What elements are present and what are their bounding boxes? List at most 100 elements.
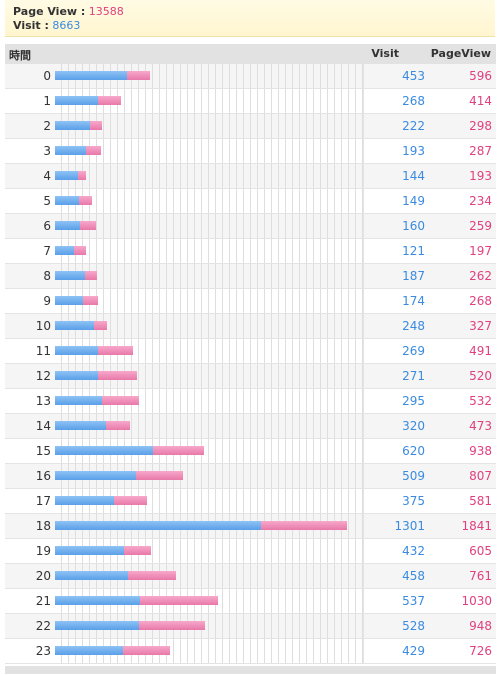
table-row: 20 458 761: [5, 564, 496, 589]
bar-track: [55, 539, 363, 563]
bar-track: [55, 439, 363, 463]
pageview-value: 268: [469, 294, 492, 308]
pageview-value: 532: [469, 394, 492, 408]
header-pageview: PageView: [430, 47, 491, 60]
bar-track: [55, 414, 363, 438]
visit-summary-label: Visit :: [13, 19, 49, 32]
bar-track: [55, 564, 363, 588]
pageview-summary-value: 13588: [88, 5, 124, 18]
column-divider: [363, 214, 364, 238]
visit-value: 160: [402, 219, 425, 233]
pageview-value: 938: [469, 444, 492, 458]
pageview-value: 298: [469, 119, 492, 133]
table-row: 11 269 491: [5, 339, 496, 364]
pageview-value: 1030: [461, 594, 492, 608]
hour-label: 16: [35, 469, 51, 483]
bar-track: [55, 339, 363, 363]
visit-value: 458: [402, 569, 425, 583]
bar-track: [55, 89, 363, 113]
visit-bar: [55, 571, 128, 580]
bar-track: [55, 64, 363, 88]
hour-label: 23: [35, 644, 51, 658]
bar-track: [55, 289, 363, 313]
bar-track: [55, 114, 363, 138]
table-row: 16 509 807: [5, 464, 496, 489]
column-divider: [363, 489, 364, 513]
visit-bar: [55, 221, 80, 230]
hour-label: 6: [43, 219, 51, 233]
pageview-summary: Page View : 13588: [13, 5, 495, 19]
column-divider: [363, 339, 364, 363]
visit-value: 268: [402, 94, 425, 108]
table-row: 2 222 298: [5, 114, 496, 139]
visit-bar: [55, 521, 261, 530]
column-divider: [363, 564, 364, 588]
table-header: 時間 Visit PageView: [5, 44, 496, 64]
pageview-value: 234: [469, 194, 492, 208]
visit-bar: [55, 271, 85, 280]
visit-value: 271: [402, 369, 425, 383]
visit-summary-value: 8663: [52, 19, 81, 32]
visit-value: 620: [402, 444, 425, 458]
table-row: 0 453 596: [5, 64, 496, 89]
bar-track: [55, 189, 363, 213]
hour-label: 2: [43, 119, 51, 133]
visit-bar: [55, 296, 83, 305]
visit-value: 537: [402, 594, 425, 608]
table-row: 19 432 605: [5, 539, 496, 564]
visit-value: 320: [402, 419, 425, 433]
hour-label: 0: [43, 69, 51, 83]
column-divider: [363, 189, 364, 213]
table-row: 8 187 262: [5, 264, 496, 289]
hour-label: 12: [35, 369, 51, 383]
column-divider: [363, 514, 364, 538]
visit-value: 429: [402, 644, 425, 658]
visit-bar: [55, 396, 102, 405]
table-row: 13 295 532: [5, 389, 496, 414]
table-row: 5 149 234: [5, 189, 496, 214]
visit-value: 509: [402, 469, 425, 483]
visit-bar: [55, 621, 139, 630]
pageview-value: 520: [469, 369, 492, 383]
hour-label: 14: [35, 419, 51, 433]
table-row: 18 1301 1841: [5, 514, 496, 539]
column-divider: [363, 164, 364, 188]
visit-value: 193: [402, 144, 425, 158]
visit-bar: [55, 121, 90, 130]
visit-bar: [55, 546, 124, 555]
hour-label: 22: [35, 619, 51, 633]
table-row: 4 144 193: [5, 164, 496, 189]
column-divider: [363, 414, 364, 438]
pageview-value: 948: [469, 619, 492, 633]
table-row: 17 375 581: [5, 489, 496, 514]
hour-label: 15: [35, 444, 51, 458]
column-divider: [363, 639, 364, 663]
column-divider: [363, 439, 364, 463]
hourly-stats-table: 時間 Visit PageView 0 453 596 1 268 414 2 222 298 3…: [5, 44, 496, 674]
hour-label: 21: [35, 594, 51, 608]
visit-bar: [55, 421, 106, 430]
visit-bar: [55, 446, 153, 455]
hour-label: 17: [35, 494, 51, 508]
bar-track: [55, 164, 363, 188]
table-row: 14 320 473: [5, 414, 496, 439]
visit-bar: [55, 246, 74, 255]
pageview-value: 596: [469, 69, 492, 83]
bar-track: [55, 364, 363, 388]
column-divider: [363, 614, 364, 638]
visit-value: 375: [402, 494, 425, 508]
pageview-value: 1841: [461, 519, 492, 533]
pageview-value: 605: [469, 544, 492, 558]
visit-bar: [55, 321, 94, 330]
table-row: 1 268 414: [5, 89, 496, 114]
bar-track: [55, 139, 363, 163]
bar-track: [55, 239, 363, 263]
visit-bar: [55, 596, 140, 605]
visit-value: 528: [402, 619, 425, 633]
visit-summary: Visit : 8663: [13, 19, 495, 33]
visit-value: 295: [402, 394, 425, 408]
pageview-value: 287: [469, 144, 492, 158]
pageview-value: 262: [469, 269, 492, 283]
table-row: 21 537 1030: [5, 589, 496, 614]
table-body: 0 453 596 1 268 414 2 222 298 3 193 287 4 144 193 5 149 2…: [5, 64, 496, 664]
